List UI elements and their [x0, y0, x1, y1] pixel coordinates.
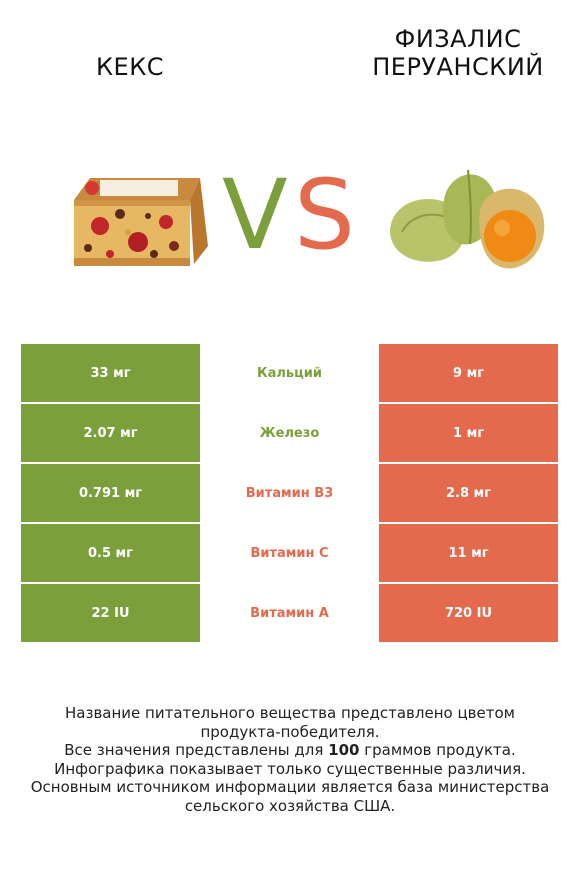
footnote-text: граммов продукта.: [359, 741, 516, 759]
nutrient-name: Витамин A: [200, 584, 379, 642]
footnote-line: Название питательного вещества представл…: [65, 704, 515, 722]
right-value: 720 IU: [379, 584, 558, 642]
footnote-line: Инфографика показывает только существенн…: [54, 759, 526, 778]
footnote-line: Все значения представлены для 100 граммо…: [20, 741, 560, 760]
table-row: 0.5 мг Витамин C 11 мг: [21, 524, 558, 582]
table-row: 22 IU Витамин A 720 IU: [21, 584, 558, 642]
right-value: 2.8 мг: [379, 464, 558, 522]
cake-image: [62, 160, 212, 284]
left-value: 33 мг: [21, 344, 200, 402]
table-row: 2.07 мг Железо 1 мг: [21, 404, 558, 462]
right-value: 11 мг: [379, 524, 558, 582]
vs-letter-s: S: [294, 159, 355, 271]
footnote-line: продукта-победителя.: [200, 722, 380, 741]
footnote-line: Основным источником информации является …: [30, 778, 550, 796]
footnote-bold-number: 100: [328, 741, 360, 759]
table-row: 33 мг Кальций 9 мг: [21, 344, 558, 402]
footnote-line: сельского хозяйства США.: [184, 796, 396, 815]
footnote: Название питательного вещества представл…: [20, 704, 560, 815]
nutrient-name: Железо: [200, 404, 379, 462]
left-value: 0.791 мг: [21, 464, 200, 522]
right-product-title: ФИЗАЛИС ПЕРУАНСКИЙ: [338, 25, 578, 81]
physalis-image: [382, 160, 562, 284]
table-row: 0.791 мг Витамин B3 2.8 мг: [21, 464, 558, 522]
nutrient-name: Витамин C: [200, 524, 379, 582]
right-value: 9 мг: [379, 344, 558, 402]
left-product-title: КЕКС: [96, 53, 164, 81]
right-product-title-line1: ФИЗАЛИС: [394, 25, 522, 53]
vs-letter-v: V: [222, 159, 288, 271]
left-value: 2.07 мг: [21, 404, 200, 462]
comparison-table: 33 мг Кальций 9 мг 2.07 мг Железо 1 мг 0…: [21, 344, 558, 644]
left-value: 22 IU: [21, 584, 200, 642]
footnote-text: Все значения представлены для: [64, 741, 329, 759]
right-product-title-line2: ПЕРУАНСКИЙ: [372, 53, 544, 81]
nutrient-name: Кальций: [200, 344, 379, 402]
left-value: 0.5 мг: [21, 524, 200, 582]
right-value: 1 мг: [379, 404, 558, 462]
nutrient-name: Витамин B3: [200, 464, 379, 522]
